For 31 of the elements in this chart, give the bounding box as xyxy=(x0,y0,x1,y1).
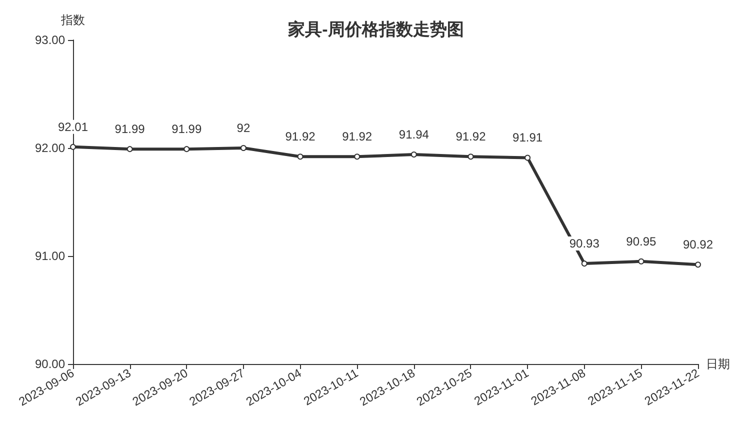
point xyxy=(126,146,133,152)
data-label: 91.92 xyxy=(456,130,486,144)
point xyxy=(297,154,304,160)
y-tick-label: 90.00 xyxy=(34,357,66,371)
chart-title: 家具-周价格指数走势图 xyxy=(287,20,464,39)
point xyxy=(70,144,76,150)
data-label: 91.91 xyxy=(512,130,543,145)
y-tick-label: 91.00 xyxy=(34,249,66,263)
data-label: 91.92 xyxy=(342,130,372,144)
data-label: 90.95 xyxy=(626,234,657,248)
x-axis-title: 日期 xyxy=(706,357,730,371)
y-axis-title: 指数 xyxy=(60,13,85,27)
point xyxy=(695,262,701,268)
data-label: 91.94 xyxy=(398,127,430,142)
data-label: 92 xyxy=(236,121,250,135)
data-label: 91.99 xyxy=(172,122,202,136)
data-label: 90.92 xyxy=(682,238,714,252)
point xyxy=(524,154,531,161)
data-label: 91.99 xyxy=(114,122,146,136)
point xyxy=(240,145,246,151)
data-label: 90.93 xyxy=(569,236,600,251)
data-label: 92.01 xyxy=(58,120,88,134)
point xyxy=(354,154,360,160)
point xyxy=(581,260,588,267)
point xyxy=(184,146,190,152)
data-label: 91.92 xyxy=(285,130,316,144)
point xyxy=(410,151,417,158)
y-tick-label: 93.00 xyxy=(34,33,66,47)
y-tick-label: 92.00 xyxy=(34,141,66,155)
point xyxy=(638,258,644,264)
point xyxy=(468,154,474,160)
